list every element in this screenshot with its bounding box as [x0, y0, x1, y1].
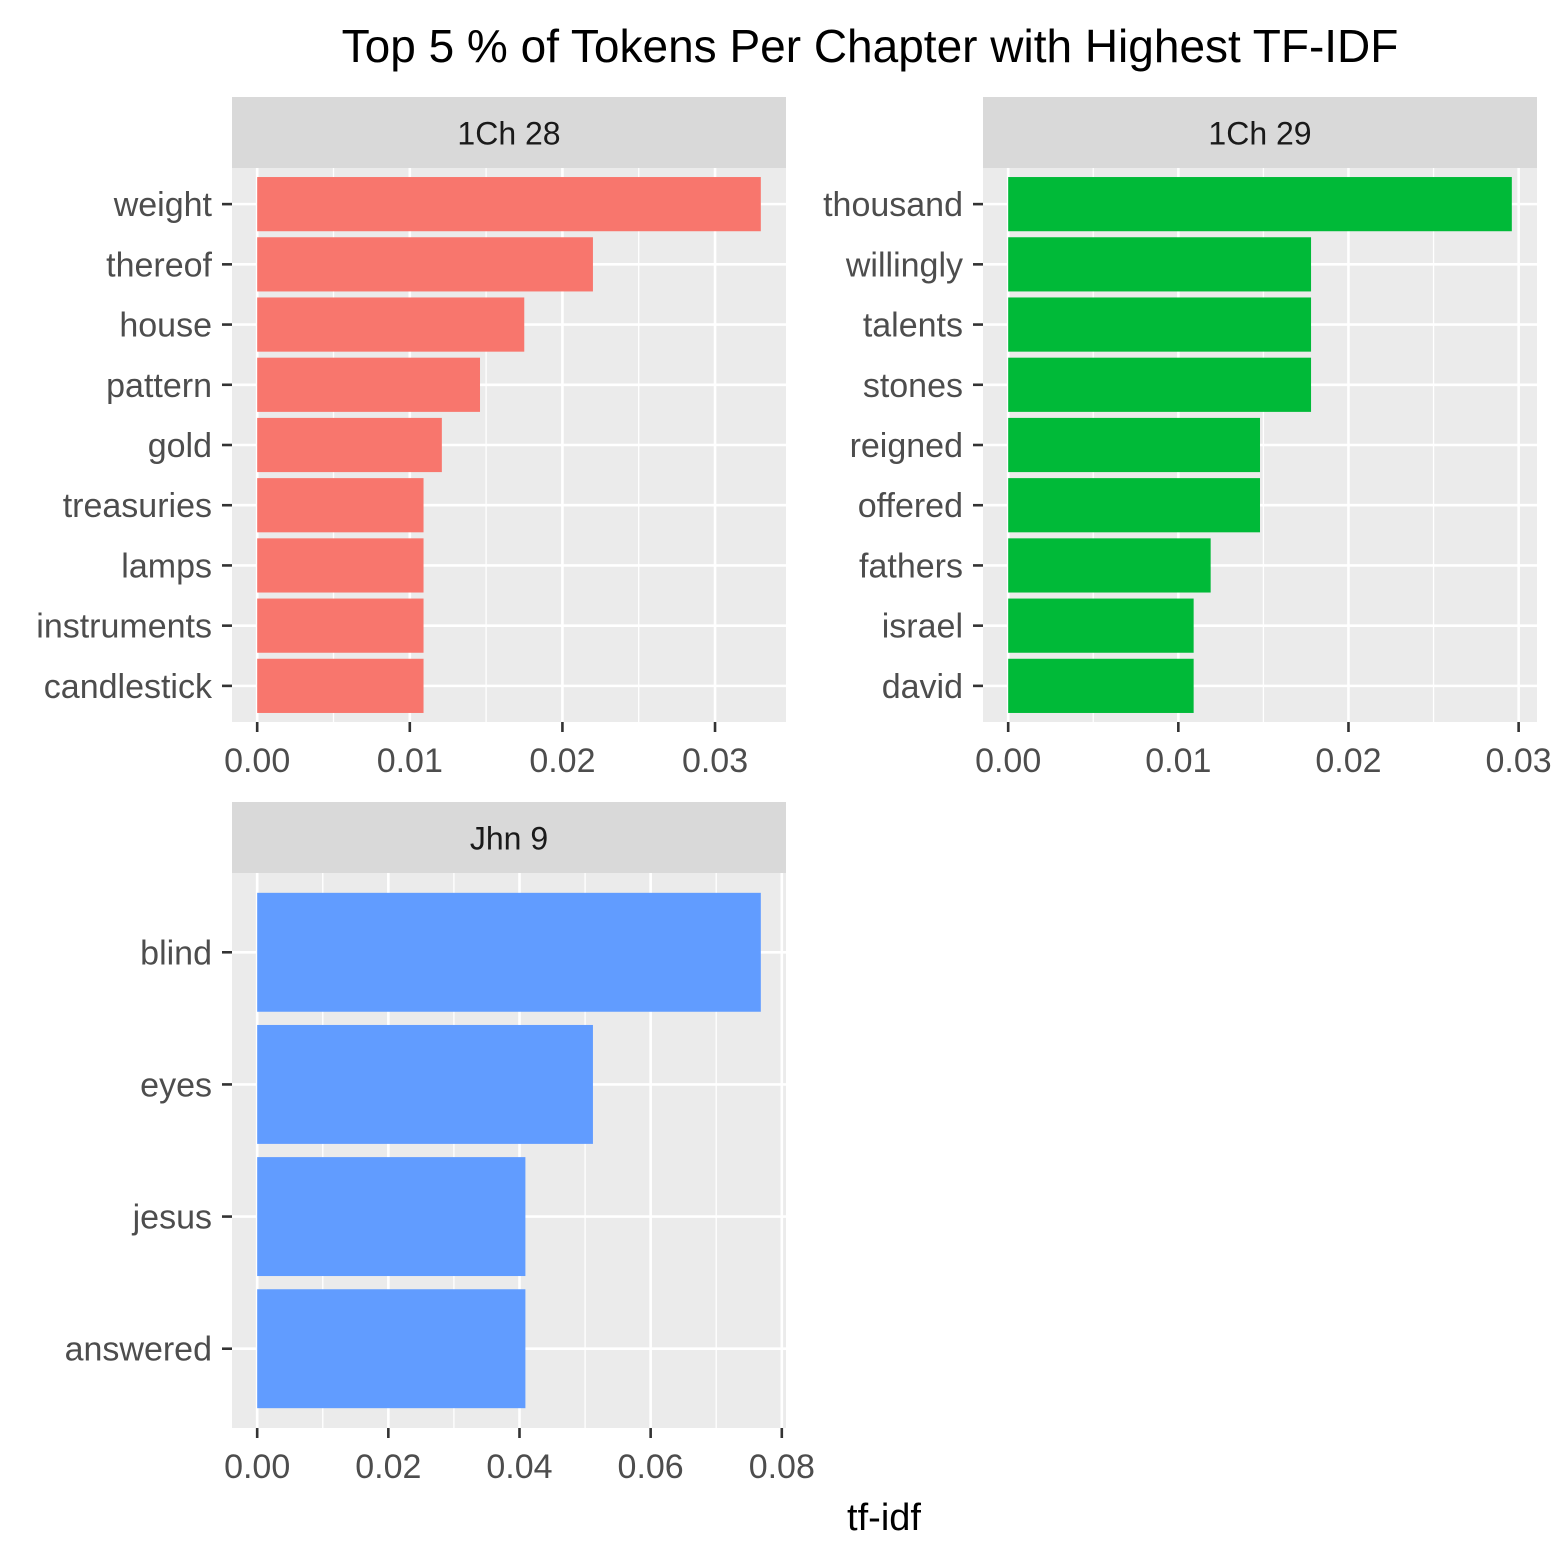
facet-strip-label: 1Ch 28 — [457, 116, 560, 152]
y-tick-label: eyes — [140, 1066, 212, 1104]
y-tick-label: answered — [65, 1331, 212, 1369]
bar — [1008, 538, 1211, 593]
bar — [1008, 237, 1312, 292]
bar — [257, 478, 424, 533]
x-tick-label: 0.06 — [618, 1448, 684, 1486]
facet-panel-2: 1Ch 29 thousand willingly talents stones reig… — [823, 97, 1552, 780]
y-tick-label: willingly — [845, 246, 963, 284]
facet-panel-1: 1Ch 28 weight thereof house pattern gold treas… — [36, 97, 786, 780]
y-tick-label: david — [882, 668, 963, 706]
y-tick-label: thereof — [106, 246, 212, 284]
x-tick-label: 0.02 — [529, 742, 595, 780]
bar — [1008, 297, 1312, 352]
facet-strip — [983, 97, 1537, 168]
bar — [257, 237, 593, 292]
bar — [257, 357, 481, 412]
y-tick-label: treasuries — [63, 487, 212, 525]
x-axis-title: tf-idf — [847, 1497, 921, 1539]
bar — [257, 658, 424, 713]
y-tick-label: thousand — [823, 186, 963, 224]
x-tick-label: 0.03 — [682, 742, 748, 780]
bar — [257, 892, 761, 1012]
facet-strip-label: Jhn 9 — [470, 821, 548, 857]
bar — [257, 177, 761, 232]
bar — [257, 1024, 593, 1144]
y-tick-label: reigned — [850, 427, 963, 465]
y-tick-label: israel — [882, 608, 963, 646]
y-tick-label: weight — [113, 186, 213, 224]
bar — [1008, 177, 1512, 232]
bar — [257, 1157, 526, 1277]
x-tick-label: 0.00 — [975, 742, 1041, 780]
facet-strip — [232, 802, 786, 873]
x-tick-label: 0.00 — [224, 1448, 290, 1486]
x-tick-label: 0.02 — [1315, 742, 1381, 780]
y-tick-label: pattern — [106, 367, 212, 405]
y-tick-label: blind — [140, 934, 212, 972]
facet-panels: 1Ch 28 weight thereof house pattern gold treas… — [36, 97, 1552, 1486]
y-tick-label: instruments — [36, 608, 212, 646]
x-tick-label: 0.03 — [1486, 742, 1552, 780]
bar — [257, 538, 424, 593]
y-tick-label: fathers — [859, 547, 963, 585]
facet-strip — [232, 97, 786, 168]
facet-strip-label: 1Ch 29 — [1208, 116, 1311, 152]
bar — [257, 598, 424, 653]
bar — [1008, 478, 1260, 533]
bar — [1008, 417, 1260, 473]
bar — [1008, 357, 1312, 412]
chart-title: Top 5 % of Tokens Per Chapter with Highe… — [342, 20, 1399, 72]
y-tick-label: house — [119, 307, 212, 345]
x-tick-label: 0.01 — [377, 742, 443, 780]
bar — [1008, 658, 1194, 713]
x-tick-label: 0.04 — [486, 1448, 552, 1486]
y-tick-label: offered — [858, 487, 963, 525]
y-tick-label: lamps — [121, 547, 212, 585]
x-tick-label: 0.00 — [224, 742, 290, 780]
y-tick-label: stones — [863, 367, 963, 405]
facet-panel-3: Jhn 9 blind eyes jesus answered 0.00 0.02 0.04 0… — [65, 802, 815, 1486]
bar — [257, 1289, 526, 1409]
bar — [257, 297, 525, 352]
x-tick-label: 0.02 — [355, 1448, 421, 1486]
y-tick-label: jesus — [132, 1199, 212, 1237]
y-tick-label: gold — [148, 427, 212, 465]
bar — [257, 417, 442, 473]
x-tick-label: 0.01 — [1145, 742, 1211, 780]
bar — [1008, 598, 1194, 653]
x-tick-label: 0.08 — [749, 1448, 815, 1486]
y-tick-label: talents — [863, 307, 963, 345]
y-tick-label: candlestick — [44, 668, 213, 706]
